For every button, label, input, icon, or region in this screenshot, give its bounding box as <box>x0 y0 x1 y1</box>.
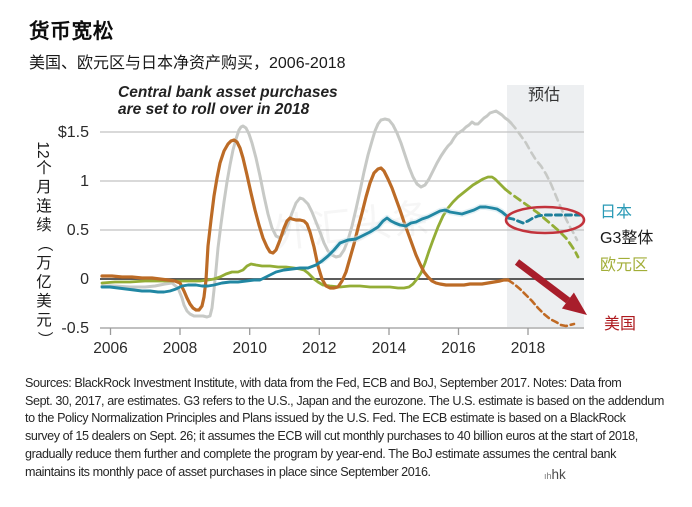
svg-text:亿: 亿 <box>36 273 52 291</box>
svg-text:1: 1 <box>80 173 89 190</box>
svg-text:2012: 2012 <box>302 340 336 357</box>
svg-text:2016: 2016 <box>441 340 475 357</box>
svg-text:2014: 2014 <box>372 340 407 357</box>
svg-text:2006: 2006 <box>93 340 127 357</box>
svg-text:$1.5: $1.5 <box>58 124 89 141</box>
svg-text:-0.5: -0.5 <box>61 320 89 337</box>
svg-text:美: 美 <box>36 292 52 310</box>
svg-text:2008: 2008 <box>163 340 197 357</box>
svg-text:）: ） <box>36 331 53 347</box>
svg-text:2010: 2010 <box>232 340 267 357</box>
svg-text:2018: 2018 <box>511 340 545 357</box>
svg-text:Central bank asset purchases: Central bank asset purchases <box>118 84 338 101</box>
svg-text:美国: 美国 <box>604 315 636 333</box>
svg-text:0.5: 0.5 <box>67 222 89 239</box>
svg-text:续: 续 <box>36 216 52 234</box>
svg-text:欧元区: 欧元区 <box>600 256 648 274</box>
svg-text:（: （ <box>36 236 53 252</box>
svg-text:预估: 预估 <box>528 86 560 104</box>
svg-text:元: 元 <box>36 312 52 329</box>
svg-text:月: 月 <box>36 179 52 196</box>
svg-text:个: 个 <box>36 159 52 177</box>
svg-text:连: 连 <box>36 197 52 215</box>
svg-text:are set to roll over in 2018: are set to roll over in 2018 <box>118 101 310 118</box>
svg-text:万: 万 <box>36 255 52 272</box>
svg-text:12: 12 <box>34 141 51 158</box>
svg-text:0: 0 <box>80 271 89 288</box>
svg-text:日本: 日本 <box>600 203 632 221</box>
svg-text:G3整体: G3整体 <box>600 229 653 247</box>
